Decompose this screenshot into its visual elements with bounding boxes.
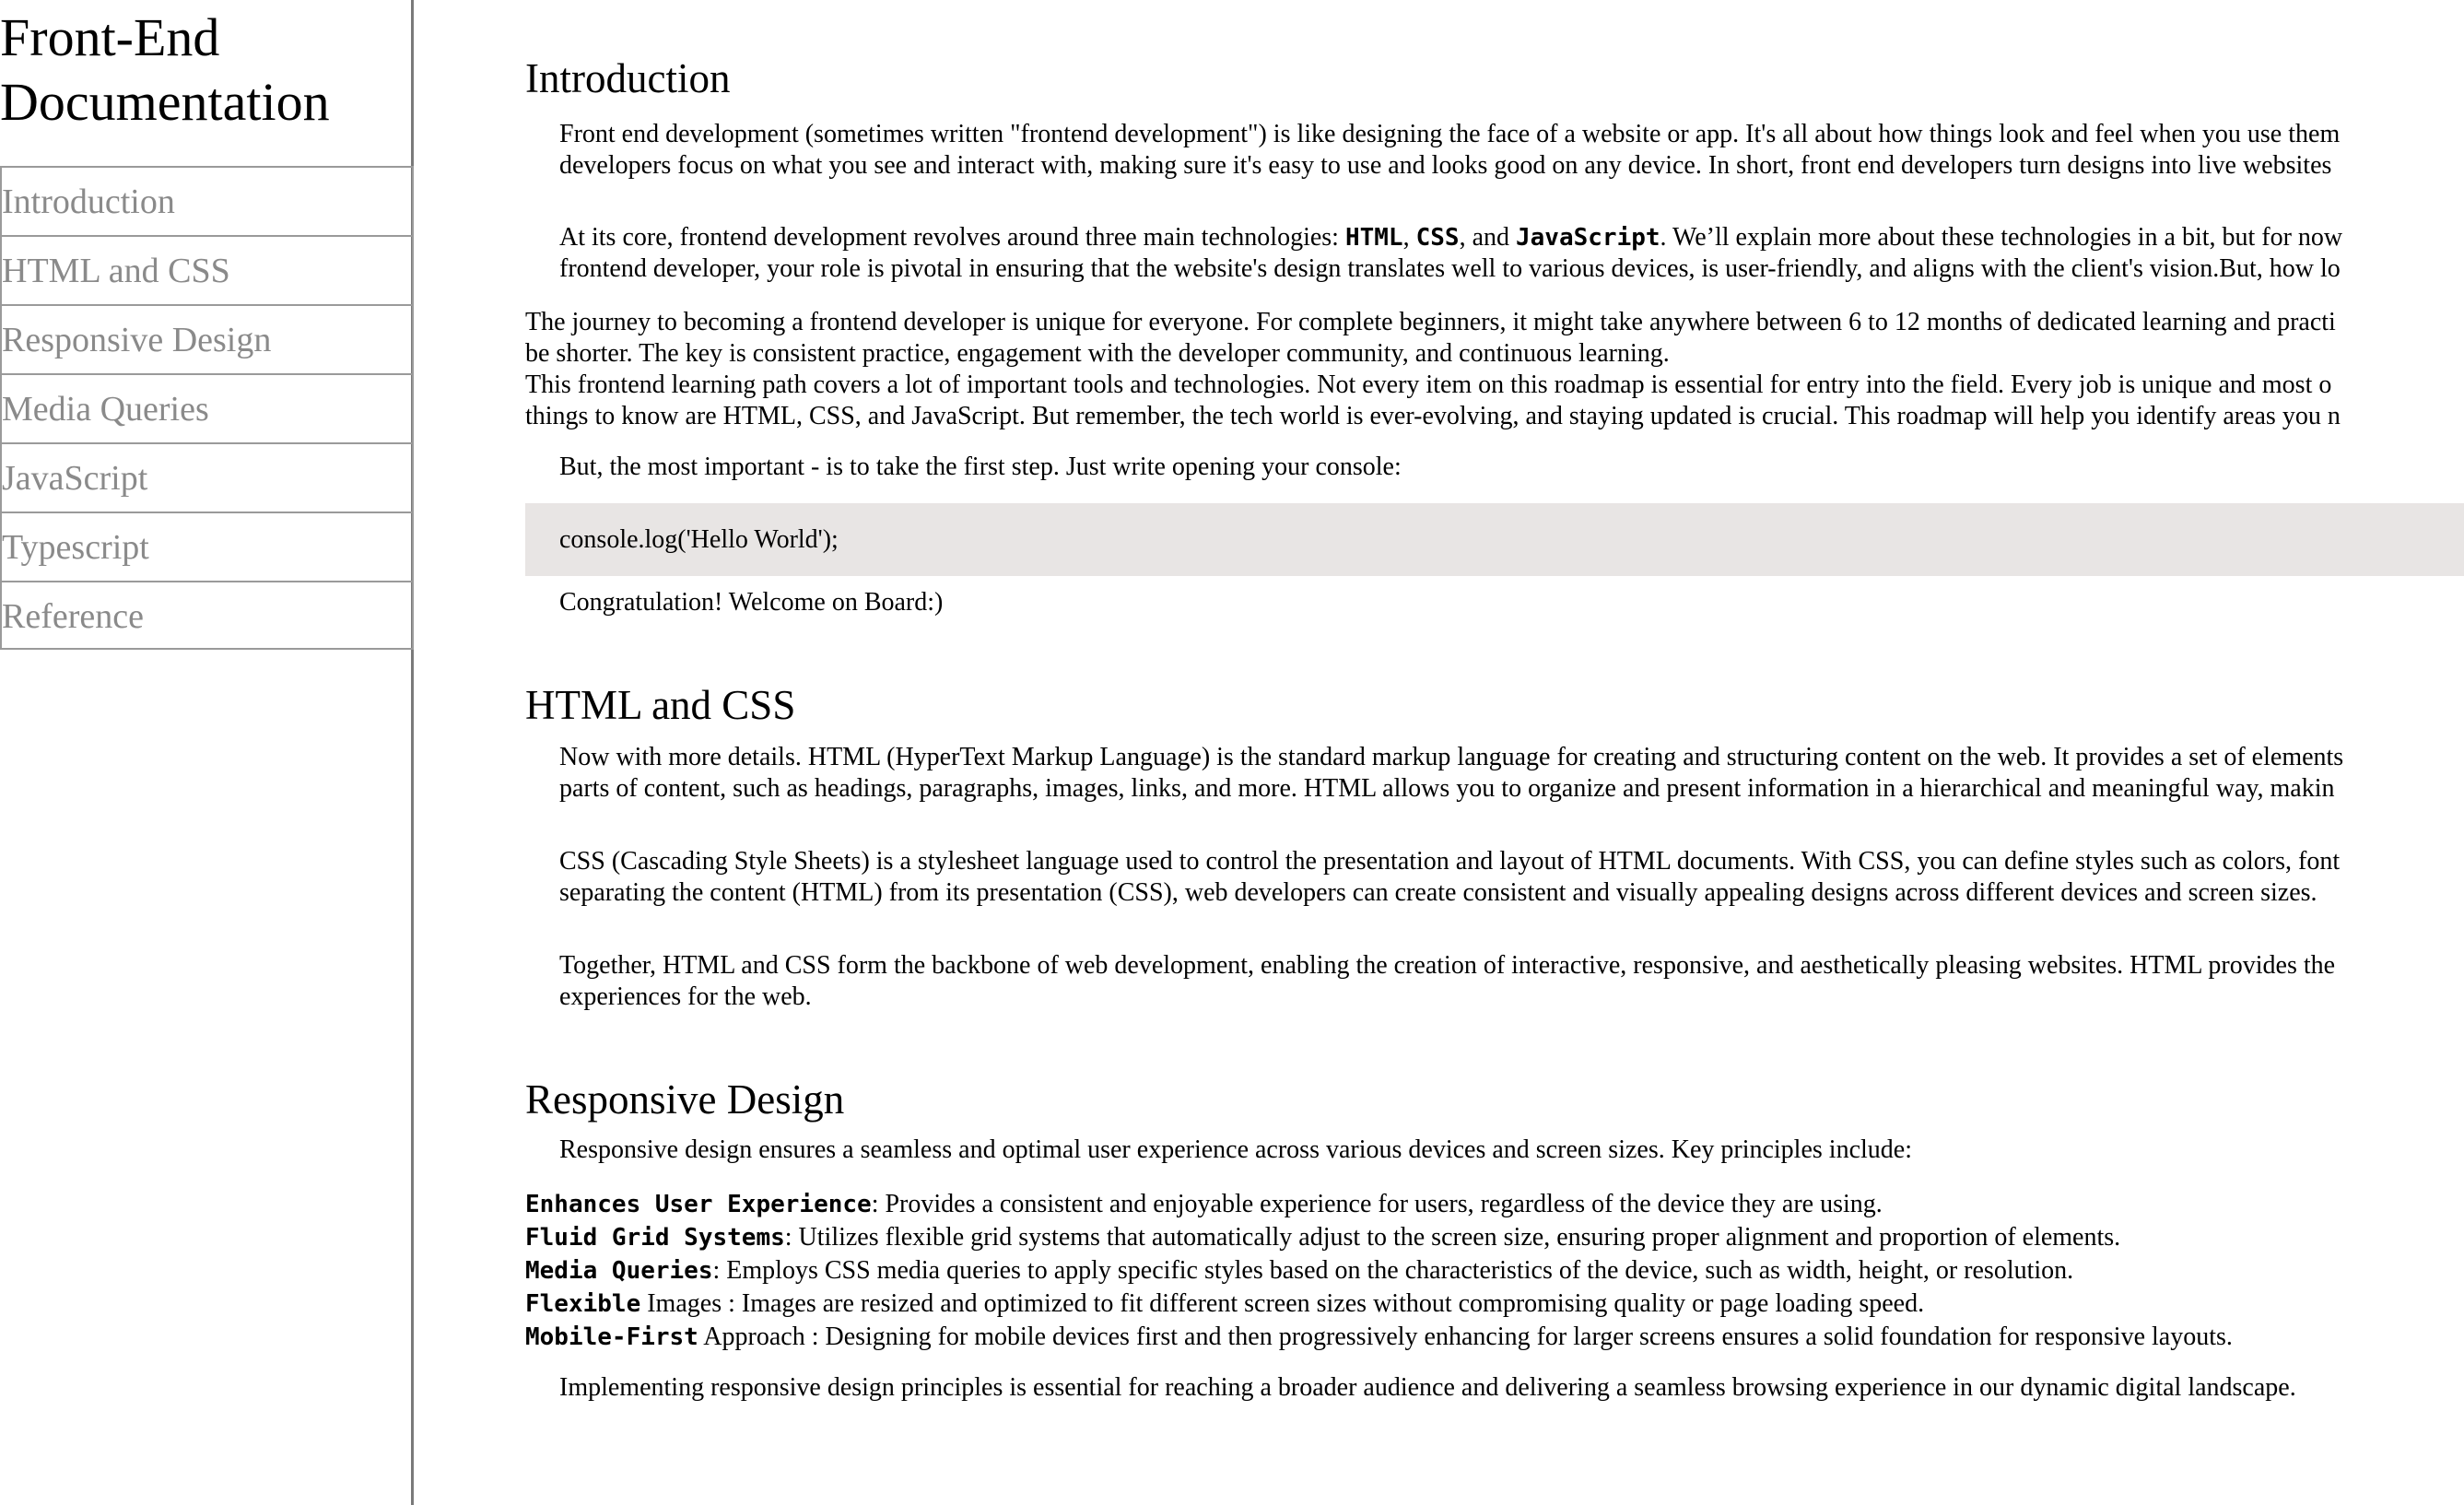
intro-p1-line1: Front end development (sometimes written… xyxy=(559,120,2341,148)
list-item: This frontend learning path covers a lot… xyxy=(525,370,2464,432)
nav-item: Responsive Design xyxy=(0,304,414,373)
intro-p2-sep1: , xyxy=(1402,223,1416,252)
list-item: Media Queries: Employs CSS media queries… xyxy=(525,1254,2464,1287)
intro-paragraph-1: Front end development (sometimes written… xyxy=(559,119,2464,182)
htmlcss-paragraph-1: Now with more details. HTML (HyperText M… xyxy=(559,742,2464,805)
code-html: HTML xyxy=(1344,224,1403,252)
htmlcss-p2-line2: separating the content (HTML) from its p… xyxy=(559,878,2317,907)
nav-link-reference[interactable]: Reference xyxy=(0,581,414,650)
navbar-title: Front-End Documentation xyxy=(0,0,411,135)
item-text: Approach : Designing for mobile devices … xyxy=(698,1323,2233,1351)
nav-link-typescript[interactable]: Typescript xyxy=(0,511,414,581)
nav-item: JavaScript xyxy=(0,442,414,511)
nav-link-introduction[interactable]: Introduction xyxy=(0,166,414,235)
responsive-paragraph-2: Implementing responsive design principle… xyxy=(559,1373,2296,1402)
intro-b2-line2: things to know are HTML, CSS, and JavaSc… xyxy=(525,402,2341,430)
intro-paragraph-2: At its core, frontend development revolv… xyxy=(559,222,2464,285)
list-item: Flexible Images : Images are resized and… xyxy=(525,1287,2464,1321)
htmlcss-p1-line1: Now with more details. HTML (HyperText M… xyxy=(559,743,2344,771)
htmlcss-paragraph-3: Together, HTML and CSS form the backbone… xyxy=(559,950,2464,1013)
item-text: : Provides a consistent and enjoyable ex… xyxy=(871,1190,1883,1218)
responsive-paragraph-1: Responsive design ensures a seamless and… xyxy=(559,1135,1912,1164)
section-html-and-css: HTML and CSS Now with more details. HTML… xyxy=(525,680,2464,1013)
section-introduction: Introduction Front end development (some… xyxy=(525,0,2464,618)
responsive-bullet-list: Enhances User Experience: Provides a con… xyxy=(525,1188,2464,1354)
nav-link-media-queries[interactable]: Media Queries xyxy=(0,373,414,442)
intro-b1-line2: be shorter. The key is consistent practi… xyxy=(525,339,1670,368)
term-media-queries: Media Queries xyxy=(525,1257,713,1285)
list-item: Enhances User Experience: Provides a con… xyxy=(525,1188,2464,1221)
main-doc: Introduction Front end development (some… xyxy=(525,0,2464,1505)
intro-paragraph-3: But, the most important - is to take the… xyxy=(559,453,1402,481)
intro-p2-pre: At its core, frontend development revolv… xyxy=(559,223,1345,252)
section-heading-html-and-css: HTML and CSS xyxy=(525,682,796,728)
term-fluid-grid-systems: Fluid Grid Systems xyxy=(525,1224,785,1252)
intro-paragraph-4: Congratulation! Welcome on Board:) xyxy=(559,588,944,617)
item-text: : Employs CSS media queries to apply spe… xyxy=(712,1256,2074,1285)
nav-item: Media Queries xyxy=(0,373,414,442)
code-javascript: JavaScript xyxy=(1516,224,1660,252)
intro-p2-post: . We’ll explain more about these technol… xyxy=(1660,223,2343,252)
navbar-title-line2: Documentation xyxy=(0,72,330,132)
htmlcss-p1-line2: parts of content, such as headings, para… xyxy=(559,774,2335,803)
intro-b2-line1: This frontend learning path covers a lot… xyxy=(525,370,2332,399)
term-flexible: Flexible xyxy=(525,1290,641,1318)
htmlcss-paragraph-2: CSS (Cascading Style Sheets) is a styles… xyxy=(559,846,2464,909)
term-enhances-user-experience: Enhances User Experience xyxy=(525,1191,872,1218)
htmlcss-p2-line1: CSS (Cascading Style Sheets) is a styles… xyxy=(559,847,2341,876)
section-responsive-design: Responsive Design Responsive design ensu… xyxy=(525,1075,2464,1404)
list-item: The journey to becoming a frontend devel… xyxy=(525,307,2464,370)
nav-list: Introduction HTML and CSS Responsive Des… xyxy=(0,166,414,650)
intro-p2-line2: frontend developer, your role is pivotal… xyxy=(559,254,2341,283)
code-block: console.log('Hello World'); xyxy=(525,503,2464,576)
section-heading-responsive-design: Responsive Design xyxy=(525,1076,845,1123)
code-snippet: console.log('Hello World'); xyxy=(559,525,839,554)
nav-item: HTML and CSS xyxy=(0,235,414,304)
navbar-title-line1: Front-End xyxy=(0,7,220,67)
intro-bullet-list: The journey to becoming a frontend devel… xyxy=(525,307,2464,432)
intro-p1-line2: developers focus on what you see and int… xyxy=(559,151,2332,180)
code-css: CSS xyxy=(1415,224,1460,252)
nav-item: Reference xyxy=(0,581,414,650)
list-item: Fluid Grid Systems: Utilizes flexible gr… xyxy=(525,1221,2464,1254)
nav-link-javascript[interactable]: JavaScript xyxy=(0,442,414,511)
htmlcss-p3-line1: Together, HTML and CSS form the backbone… xyxy=(559,951,2336,980)
nav-item: Introduction xyxy=(0,166,414,235)
intro-p2-sep2: , and xyxy=(1459,223,1516,252)
nav-link-html-and-css[interactable]: HTML and CSS xyxy=(0,235,414,304)
htmlcss-p3-line2: experiences for the web. xyxy=(559,982,812,1011)
nav-item: Typescript xyxy=(0,511,414,581)
section-heading-introduction: Introduction xyxy=(525,55,731,101)
term-mobile-first: Mobile-First xyxy=(525,1323,698,1351)
item-text: Images : Images are resized and optimize… xyxy=(640,1289,1925,1318)
list-item: Mobile-First Approach : Designing for mo… xyxy=(525,1321,2464,1354)
item-text: : Utilizes flexible grid systems that au… xyxy=(784,1223,2121,1252)
navbar: Front-End Documentation Introduction HTM… xyxy=(0,0,414,1505)
intro-b1-line1: The journey to becoming a frontend devel… xyxy=(525,308,2336,336)
nav-link-responsive-design[interactable]: Responsive Design xyxy=(0,304,414,373)
